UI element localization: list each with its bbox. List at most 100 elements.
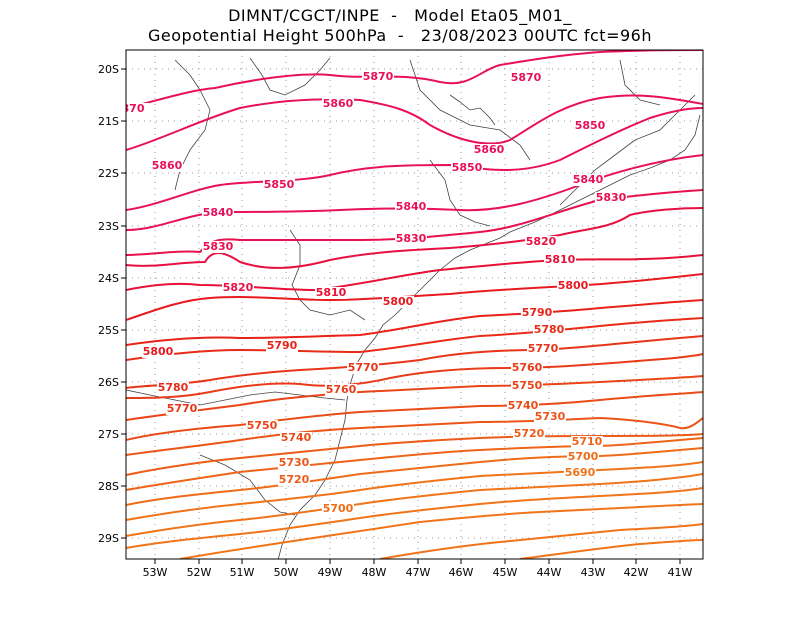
lon-tick-label: 48W	[362, 566, 387, 579]
contour-line	[519, 539, 703, 559]
contour-line	[126, 461, 703, 521]
contour-label: 5730	[279, 456, 310, 469]
contour-label: 5810	[316, 286, 347, 299]
latitude-labels: 20S 21S 22S 23S 24S 25S 26S 27S 28S 29S	[98, 63, 119, 545]
lon-tick-label: 41W	[668, 566, 693, 579]
contour-line	[379, 523, 703, 559]
contour-label-bg	[202, 241, 234, 253]
lon-tick-label: 53W	[143, 566, 168, 579]
contour-label-bg	[362, 71, 394, 83]
lat-tick-label: 25S	[98, 324, 119, 337]
contour-label-bg	[507, 400, 539, 412]
height-contours	[126, 50, 703, 559]
contour-label: 5750	[512, 379, 543, 392]
contour-labels: 5870 5870 870 5860 5860 5860 5850 5850 5850 5840 5…	[126, 70, 627, 515]
contour-label-bg	[246, 420, 278, 432]
lat-tick-label: 27S	[98, 428, 119, 441]
contour-label-bg	[278, 457, 310, 469]
contour-label-bg	[126, 103, 149, 115]
lon-tick-label: 44W	[537, 566, 562, 579]
contour-label-bg	[166, 403, 198, 415]
contour-label: 5740	[281, 431, 312, 444]
lon-tick-label: 42W	[624, 566, 649, 579]
contour-label: 5780	[534, 323, 565, 336]
contour-label: 5860	[474, 143, 505, 156]
lon-tick-label: 46W	[449, 566, 474, 579]
lon-tick-label: 47W	[406, 566, 431, 579]
contour-label: 5730	[535, 410, 566, 423]
lat-tick-label: 21S	[98, 115, 119, 128]
contour-label: 5770	[528, 342, 559, 355]
contour-label: 5850	[575, 119, 606, 132]
contour-label-bg	[527, 343, 559, 355]
contour-label-bg	[151, 160, 183, 172]
contour-label: 5850	[452, 161, 483, 174]
contour-label-bg	[325, 384, 357, 396]
contour-line	[126, 447, 703, 506]
contour-label: 5790	[267, 339, 298, 352]
lat-tick-label: 26S	[98, 376, 119, 389]
contour-label: 5840	[203, 206, 234, 219]
contour-label-bg	[525, 236, 557, 248]
contour-line	[126, 391, 703, 441]
lat-tick-label: 24S	[98, 272, 119, 285]
contour-label: 5720	[279, 473, 310, 486]
contour-label-bg	[395, 233, 427, 245]
lat-tick-label: 29S	[98, 532, 119, 545]
contour-label: 5840	[573, 173, 604, 186]
contour-label-bg	[521, 307, 553, 319]
lon-tick-label: 43W	[581, 566, 606, 579]
longitude-labels: 53W 52W 51W 50W 49W 48W 47W 46W 45W 44W 43W 42W 41W	[143, 566, 693, 579]
contour-label-bg	[473, 144, 505, 156]
lon-tick-label: 45W	[493, 566, 518, 579]
axis-ticks	[121, 68, 681, 564]
contour-label-bg	[142, 346, 174, 358]
contour-label: 5710	[572, 435, 603, 448]
contour-label: 5770	[348, 361, 379, 374]
contour-line	[126, 94, 703, 151]
contour-label: 5830	[203, 240, 234, 253]
lat-tick-label: 28S	[98, 480, 119, 493]
contour-label: 5830	[396, 232, 427, 245]
contour-line	[126, 107, 703, 211]
contour-line	[126, 375, 703, 421]
contour-line	[126, 273, 703, 321]
contour-label-bg	[395, 201, 427, 213]
contour-label-bg	[382, 296, 414, 308]
contour-label: 5850	[264, 178, 295, 191]
contour-label: 5860	[323, 97, 354, 110]
contour-label: 5870	[511, 71, 542, 84]
contour-label: 5720	[514, 427, 545, 440]
lat-tick-label: 22S	[98, 167, 119, 180]
contour-label-bg	[222, 282, 254, 294]
contour-line	[126, 433, 703, 476]
contour-label-bg	[510, 72, 542, 84]
contour-label-bg	[511, 362, 543, 374]
contour-line	[126, 335, 703, 389]
contour-label-bg	[511, 380, 543, 392]
contour-label: 5840	[396, 200, 427, 213]
contour-label-bg	[564, 467, 596, 479]
lat-tick-label: 23S	[98, 220, 119, 233]
contour-label-bg	[315, 287, 347, 299]
contour-line	[126, 317, 703, 361]
lon-tick-label: 50W	[274, 566, 299, 579]
lon-tick-label: 52W	[187, 566, 212, 579]
contour-label: 5700	[568, 450, 599, 463]
contour-line	[126, 487, 703, 549]
grid-lines	[126, 50, 703, 559]
contour-label-bg	[202, 207, 234, 219]
contour-label: 5860	[152, 159, 183, 172]
contour-label: 5800	[383, 295, 414, 308]
contour-label: 5830	[596, 191, 627, 204]
contour-label-bg	[567, 451, 599, 463]
contour-label: 5810	[545, 253, 576, 266]
contour-label-bg	[263, 179, 295, 191]
contour-label: 5800	[558, 279, 589, 292]
contour-label: 5780	[158, 381, 189, 394]
contour-label: 5700	[323, 502, 354, 515]
lon-tick-label: 51W	[230, 566, 255, 579]
contour-label-bg	[280, 432, 312, 444]
contour-label: 5750	[247, 419, 278, 432]
contour-label-bg	[557, 280, 589, 292]
